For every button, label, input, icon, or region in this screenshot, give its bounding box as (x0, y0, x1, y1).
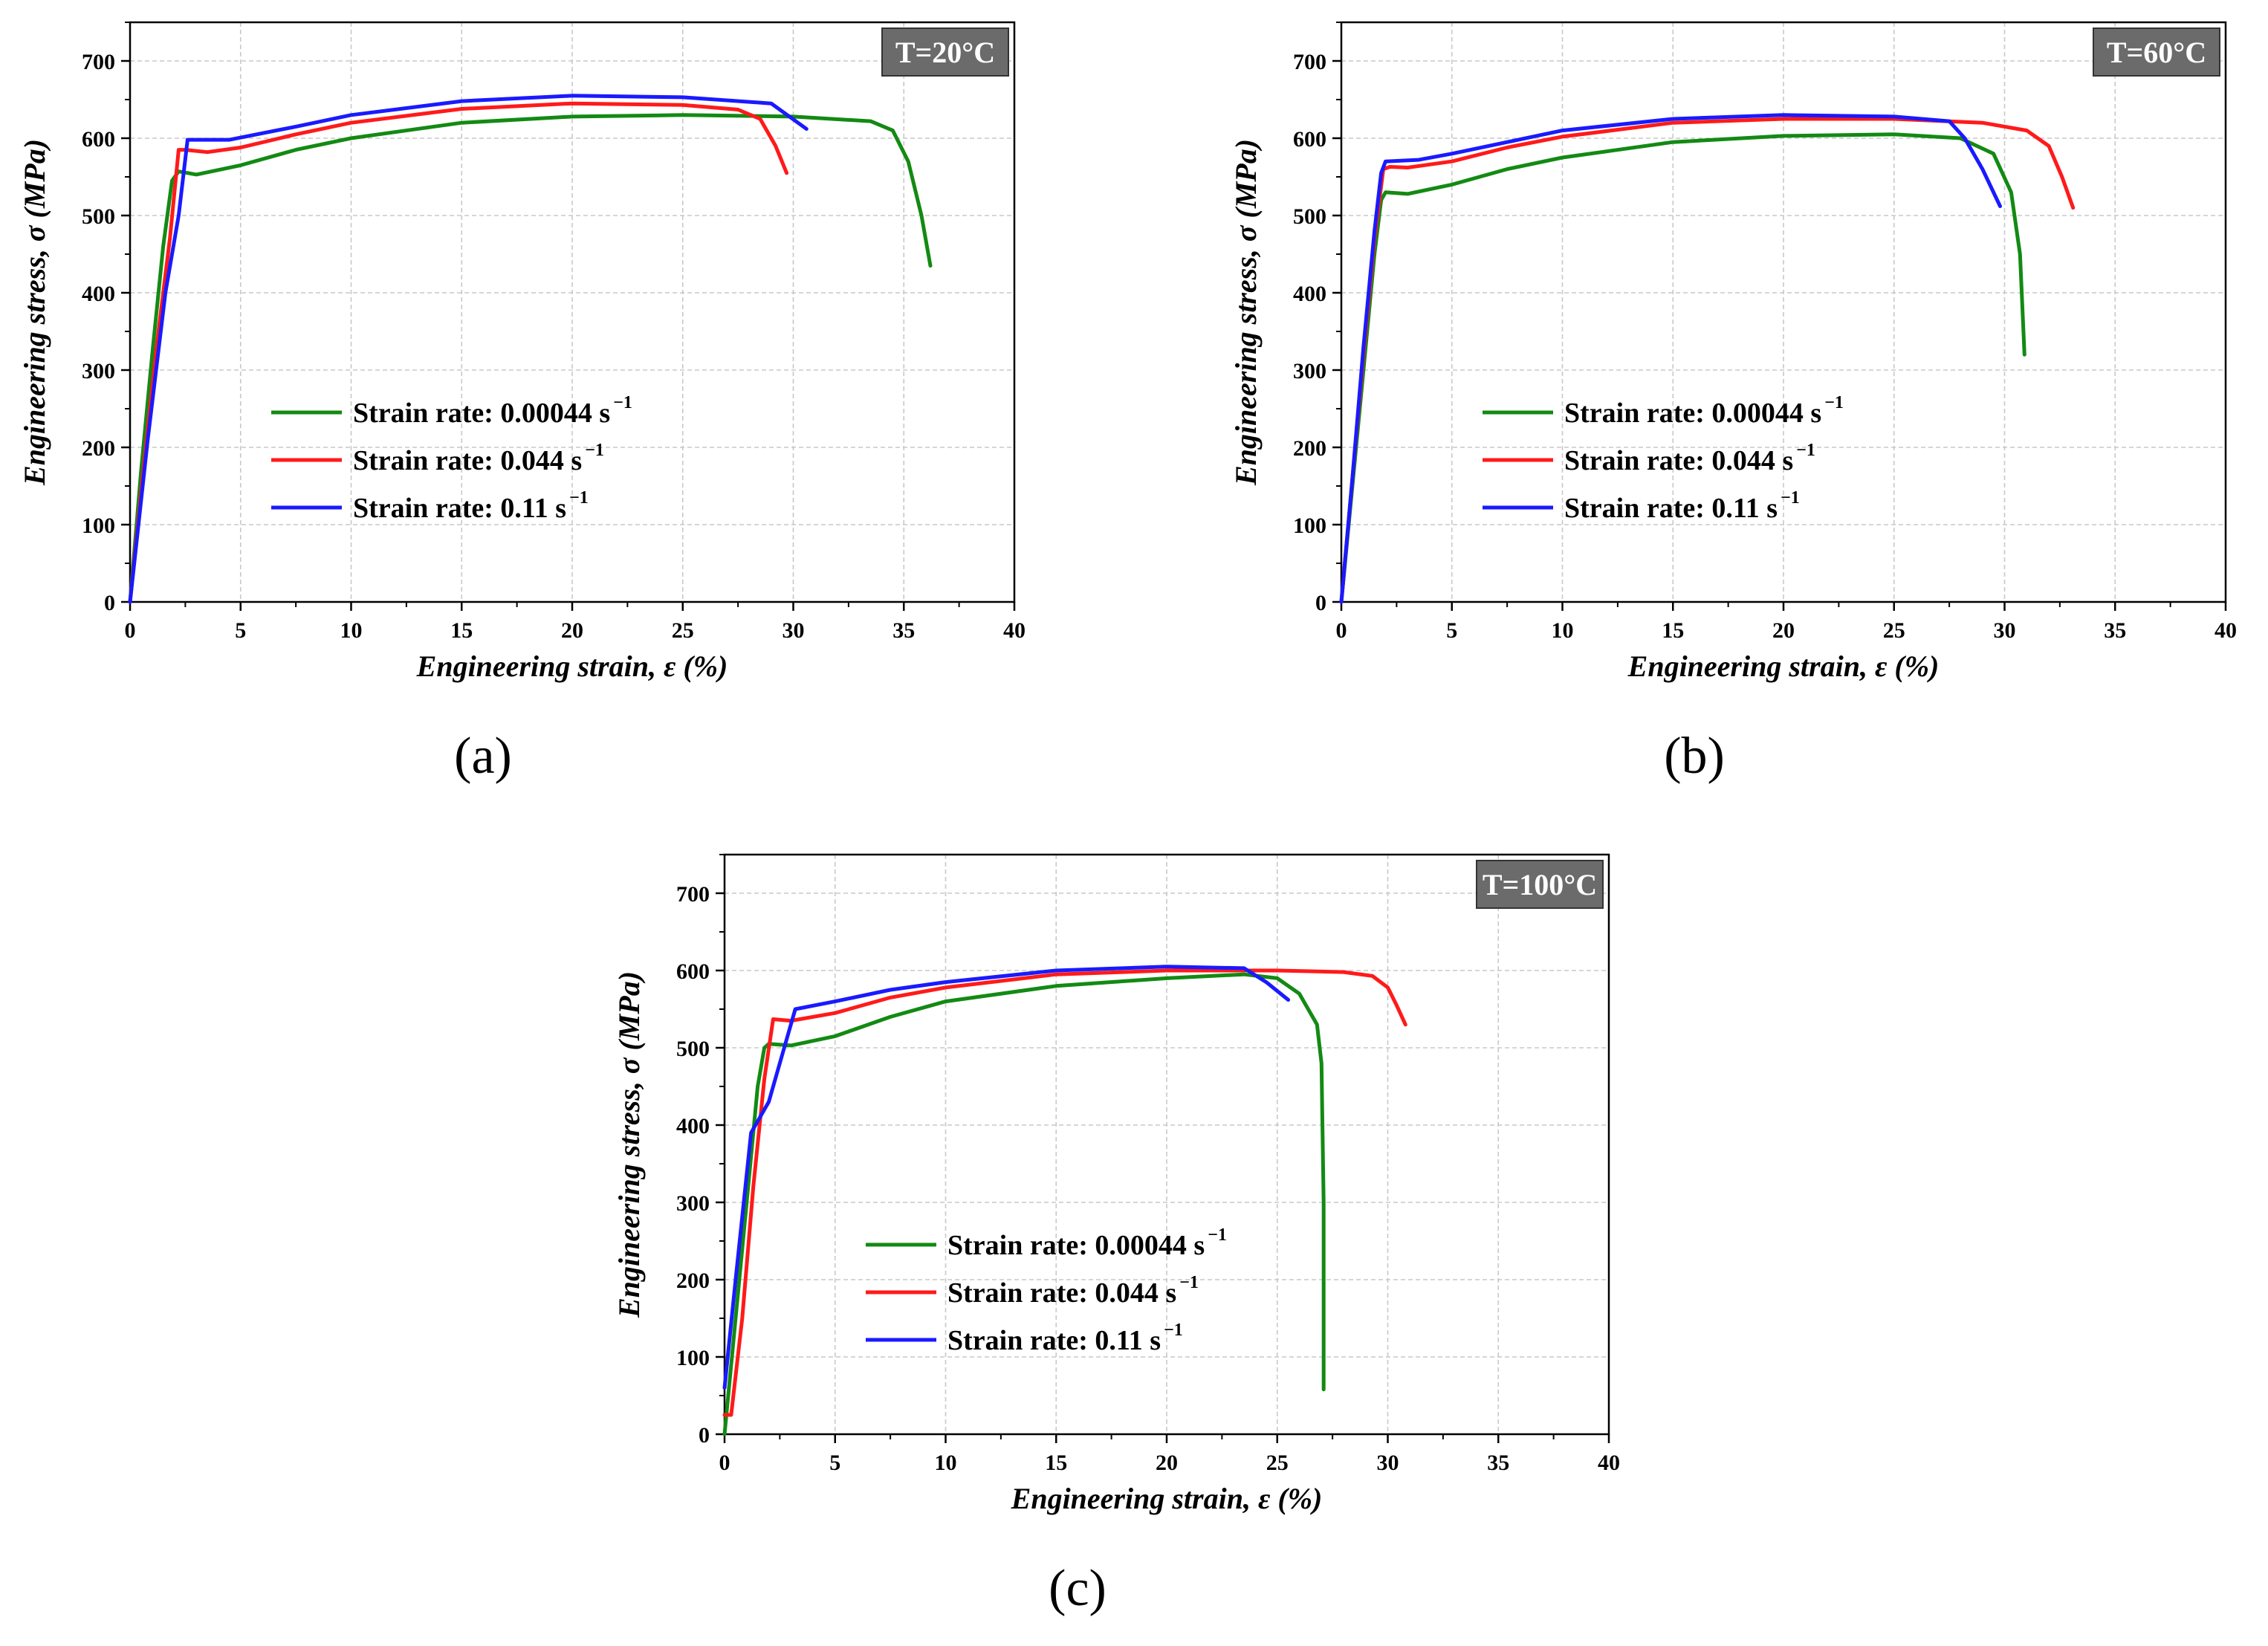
y-tick-label: 100 (82, 513, 115, 538)
legend-label: Strain rate: 0.11 s (947, 1325, 1161, 1356)
y-tick-label: 100 (676, 1346, 710, 1370)
legend-superscript: −1 (1781, 488, 1800, 508)
legend-label: Strain rate: 0.044 s (1564, 445, 1793, 476)
y-tick-label: 500 (676, 1037, 710, 1061)
y-tick-label: 600 (82, 127, 115, 152)
x-tick-label: 25 (672, 618, 694, 643)
stress-strain-chart-c: 0 5 10 15 20 25 30 35 400100200300400500600700En… (612, 853, 1620, 1617)
x-tick-label: 15 (1045, 1451, 1067, 1475)
x-tick-label: 25 (1883, 618, 1905, 643)
legend-superscript: −1 (569, 488, 589, 508)
temperature-label: T=60°C (2107, 36, 2206, 69)
y-tick-label: 100 (1293, 513, 1326, 538)
series-line-3 (722, 965, 1291, 1390)
y-tick-label: 600 (1293, 127, 1326, 152)
x-tick-label: 30 (1994, 618, 2016, 643)
x-tick-label: 20 (1772, 618, 1795, 643)
y-tick-label: 200 (82, 436, 115, 461)
x-tick-label: 0 (1336, 618, 1347, 643)
x-tick-label: 10 (935, 1451, 957, 1475)
y-tick-label: 300 (676, 1191, 710, 1216)
legend-superscript: −1 (1164, 1321, 1183, 1340)
x-tick-label: 30 (783, 618, 805, 643)
y-tick-label: 200 (1293, 436, 1326, 461)
y-tick-label: 700 (1293, 50, 1326, 74)
x-axis-title: Engineering strain, ε (%) (1627, 649, 1940, 683)
temperature-badge (881, 27, 1009, 77)
y-tick-label: 700 (676, 882, 710, 907)
x-tick-label: 35 (892, 618, 915, 643)
x-tick-label: 0 (719, 1451, 730, 1475)
x-tick-label: 10 (340, 618, 363, 643)
legend-superscript: −1 (613, 393, 632, 412)
y-axis-title: Engineering stress, σ (MPa) (1229, 139, 1263, 486)
panel-caption: (b) (1664, 728, 1725, 785)
x-tick-label: 5 (1446, 618, 1457, 643)
legend-superscript: −1 (1208, 1225, 1227, 1245)
legend-label: Strain rate: 0.11 s (353, 493, 566, 524)
x-tick-label: 40 (2214, 618, 2237, 643)
stress-strain-chart-b: 0 5 10 15 20 25 30 35 400100200300400500600700En… (1229, 21, 2237, 785)
chart-panel-a: 0 5 10 15 20 25 30 35 40 0 100 200 300 400 500 600 700 En… (0, 0, 1055, 814)
x-tick-label: 20 (561, 618, 583, 643)
x-tick-label: 15 (450, 618, 473, 643)
legend-label: Strain rate: 0.044 s (947, 1277, 1176, 1309)
y-tick-label: 200 (676, 1268, 710, 1293)
y-axis-title: Engineering stress, σ (MPa) (18, 139, 51, 486)
chart-panel-c: 0 5 10 15 20 25 30 35 40 0 100 200 300 400 500 600 700 En… (594, 832, 1650, 1646)
legend-label: Strain rate: 0.044 s (353, 445, 582, 476)
temperature-label: T=100°C (1483, 868, 1597, 901)
x-tick-label: 10 (1552, 618, 1574, 643)
legend-superscript: −1 (585, 441, 604, 460)
series-line-1 (128, 113, 933, 604)
x-tick-label: 35 (1487, 1451, 1509, 1475)
legend-label: Strain rate: 0.00044 s (353, 398, 610, 429)
temperature-badge (1476, 860, 1604, 909)
y-tick-label: 500 (82, 204, 115, 229)
x-tick-label: 35 (2104, 618, 2126, 643)
panel-caption: (a) (454, 728, 512, 785)
x-tick-label: 30 (1377, 1451, 1399, 1475)
legend-superscript: −1 (1796, 441, 1815, 460)
x-axis-title: Engineering strain, ε (%) (416, 649, 728, 683)
y-tick-label: 0 (1315, 591, 1326, 615)
y-tick-label: 400 (1293, 282, 1326, 306)
temperature-badge (2093, 27, 2220, 77)
y-tick-label: 300 (82, 359, 115, 383)
y-tick-label: 0 (104, 591, 115, 615)
x-tick-label: 5 (235, 618, 246, 643)
legend-label: Strain rate: 0.11 s (1564, 493, 1778, 524)
y-tick-label: 400 (676, 1114, 710, 1138)
x-tick-label: 15 (1662, 618, 1684, 643)
panel-caption: (c) (1049, 1560, 1107, 1617)
chart-panel-b: 0 5 10 15 20 25 30 35 40 0 100 200 300 400 500 600 700 En… (1211, 0, 2267, 814)
x-tick-label: 40 (1003, 618, 1026, 643)
y-tick-label: 700 (82, 50, 115, 74)
legend-label: Strain rate: 0.00044 s (1564, 398, 1821, 429)
series-line-1 (722, 972, 1326, 1436)
stress-strain-chart-a: 0 5 10 15 20 25 30 35 400100200300400500600700En… (18, 21, 1026, 785)
y-tick-label: 600 (676, 959, 710, 984)
y-tick-label: 300 (1293, 359, 1326, 383)
y-axis-title: Engineering stress, σ (MPa) (612, 971, 646, 1318)
y-tick-label: 400 (82, 282, 115, 306)
series-line-2 (128, 101, 789, 604)
series-line-3 (128, 94, 809, 604)
series-line-3 (1339, 113, 2002, 604)
y-tick-label: 0 (699, 1423, 710, 1448)
y-tick-label: 500 (1293, 204, 1326, 229)
legend-superscript: −1 (1179, 1273, 1199, 1292)
x-tick-label: 20 (1156, 1451, 1178, 1475)
legend-label: Strain rate: 0.00044 s (947, 1230, 1205, 1261)
legend-superscript: −1 (1824, 393, 1844, 412)
x-tick-label: 0 (125, 618, 136, 643)
series-line-2 (722, 968, 1407, 1417)
x-tick-label: 5 (829, 1451, 840, 1475)
x-axis-title: Engineering strain, ε (%) (1011, 1482, 1323, 1515)
x-tick-label: 40 (1598, 1451, 1620, 1475)
temperature-label: T=20°C (895, 36, 995, 69)
x-tick-label: 25 (1266, 1451, 1289, 1475)
